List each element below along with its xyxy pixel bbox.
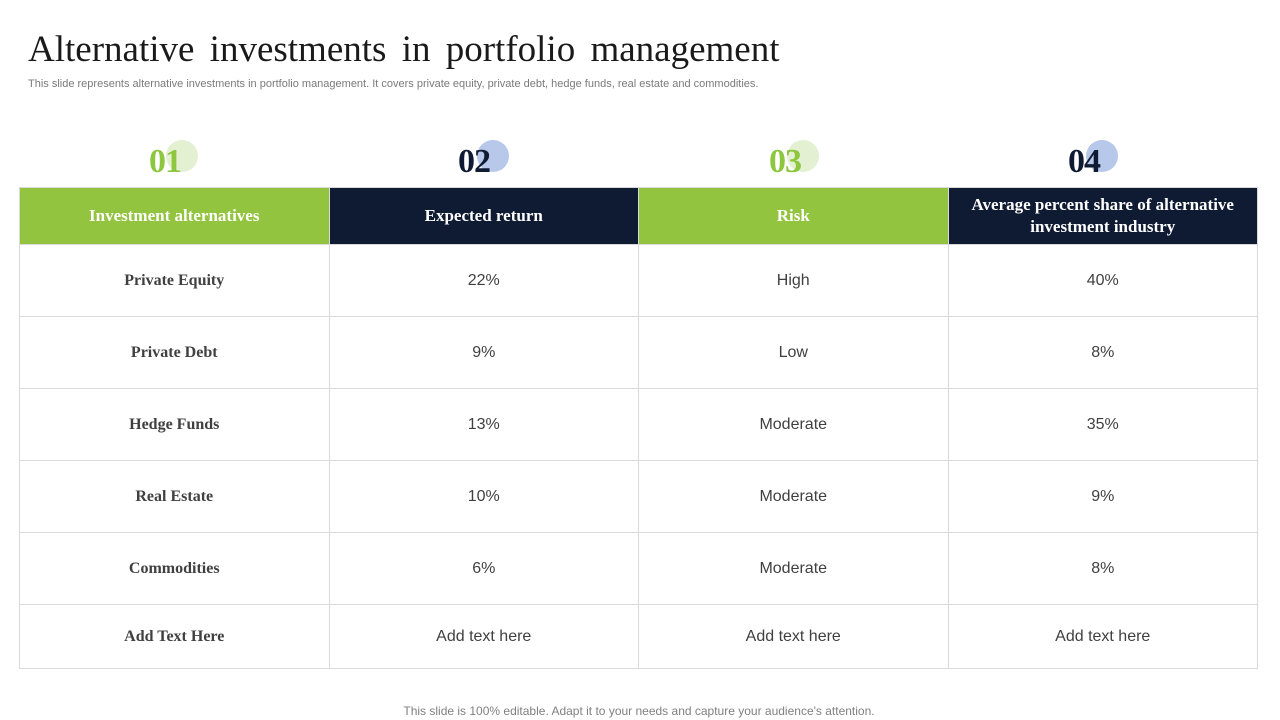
- risk-cell: Moderate: [638, 388, 949, 461]
- table-row: Hedge Funds 13% Moderate 35%: [19, 388, 1258, 461]
- table-row: Private Debt 9% Low 8%: [19, 316, 1258, 389]
- row-label: Real Estate: [19, 460, 330, 533]
- footer-note: This slide is 100% editable. Adapt it to…: [403, 704, 875, 718]
- expected-return-cell: Add text here: [328, 604, 639, 669]
- table-row: Private Equity 22% High 40%: [19, 244, 1258, 317]
- header-risk: Risk: [638, 187, 949, 245]
- number-badge-3: 03: [769, 138, 849, 186]
- average-share-cell: 9%: [947, 460, 1258, 533]
- row-label: Private Debt: [19, 316, 330, 389]
- page-subtitle: This slide represents alternative invest…: [28, 78, 759, 90]
- risk-cell: High: [638, 244, 949, 317]
- number-badge-4: 04: [1068, 138, 1148, 186]
- average-share-cell: 8%: [947, 316, 1258, 389]
- column-numbers: 01 02 03 04: [19, 138, 1257, 186]
- decorative-circle: [166, 140, 198, 172]
- column-number: 03: [769, 143, 802, 180]
- expected-return-cell: 10%: [328, 460, 639, 533]
- table-header-row: Investment alternatives Expected return …: [19, 187, 1258, 245]
- header-average-share: Average percent share of alternative inv…: [947, 187, 1258, 245]
- average-share-cell: 35%: [947, 388, 1258, 461]
- column-number: 02: [458, 143, 491, 180]
- risk-cell: Moderate: [638, 532, 949, 605]
- risk-cell: Add text here: [638, 604, 949, 669]
- row-label: Commodities: [19, 532, 330, 605]
- table-row: Commodities 6% Moderate 8%: [19, 532, 1258, 605]
- page-title: Alternative investments in portfolio man…: [28, 29, 780, 70]
- risk-cell: Moderate: [638, 460, 949, 533]
- expected-return-cell: 13%: [328, 388, 639, 461]
- decorative-circle: [477, 140, 509, 172]
- row-label: Private Equity: [19, 244, 330, 317]
- expected-return-cell: 22%: [328, 244, 639, 317]
- header-investment-alternatives: Investment alternatives: [19, 187, 330, 245]
- decorative-circle: [1086, 140, 1118, 172]
- risk-cell: Low: [638, 316, 949, 389]
- number-badge-2: 02: [458, 138, 538, 186]
- average-share-cell: 40%: [947, 244, 1258, 317]
- average-share-cell: 8%: [947, 532, 1258, 605]
- average-share-cell: Add text here: [947, 604, 1258, 669]
- decorative-circle: [787, 140, 819, 172]
- expected-return-cell: 6%: [328, 532, 639, 605]
- table-row: Add Text Here Add text here Add text her…: [19, 604, 1258, 669]
- expected-return-cell: 9%: [328, 316, 639, 389]
- number-badge-1: 01: [149, 138, 229, 186]
- header-expected-return: Expected return: [328, 187, 639, 245]
- column-number: 01: [149, 143, 182, 180]
- row-label: Add Text Here: [19, 604, 330, 669]
- table-row: Real Estate 10% Moderate 9%: [19, 460, 1258, 533]
- column-number: 04: [1068, 143, 1101, 180]
- row-label: Hedge Funds: [19, 388, 330, 461]
- investment-table: Investment alternatives Expected return …: [19, 187, 1258, 669]
